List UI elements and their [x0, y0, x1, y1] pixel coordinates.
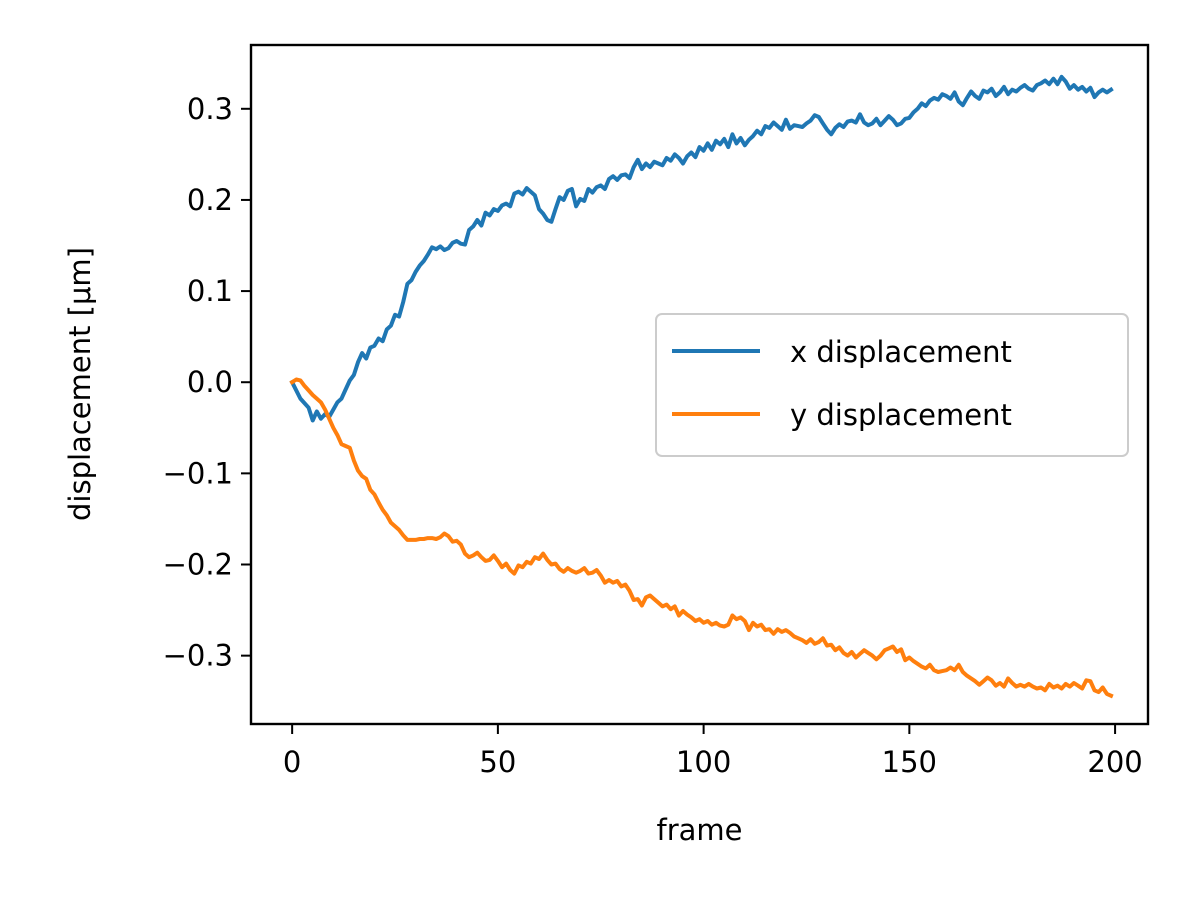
- series-line-x-displacement: [289, 74, 1114, 423]
- y-tick-label: 0.3: [187, 92, 233, 126]
- y-axis-label: displacement [μm]: [63, 247, 97, 521]
- x-tick-label: 0: [283, 745, 301, 779]
- legend-label-x-displacement: x displacement: [790, 335, 1012, 369]
- series-line-y-displacement: [289, 377, 1114, 699]
- x-tick-label: 50: [479, 745, 516, 779]
- y-axis-ticks: −0.3 −0.2 −0.1 0.0 0.1 0.2 0.3: [163, 92, 251, 673]
- axes-frame: [249, 43, 1150, 726]
- x-tick-label: 150: [882, 745, 937, 779]
- y-tick-label: 0.1: [187, 274, 233, 308]
- x-tick-label: 100: [676, 745, 731, 779]
- y-tick-label: −0.2: [163, 548, 233, 582]
- y-tick-label: 0.2: [187, 183, 233, 217]
- legend-frame: [655, 313, 1129, 457]
- y-tick-label: −0.3: [163, 639, 233, 673]
- x-axis-label: frame: [657, 813, 743, 847]
- legend: x displacement y displacement: [655, 313, 1129, 457]
- plot-area: [289, 74, 1114, 699]
- x-axis-ticks: 0 50 100 150 200: [283, 724, 1143, 779]
- y-tick-label: −0.1: [163, 456, 233, 490]
- y-tick-label: 0.0: [187, 365, 233, 399]
- legend-label-y-displacement: y displacement: [790, 398, 1012, 432]
- x-tick-label: 200: [1087, 745, 1142, 779]
